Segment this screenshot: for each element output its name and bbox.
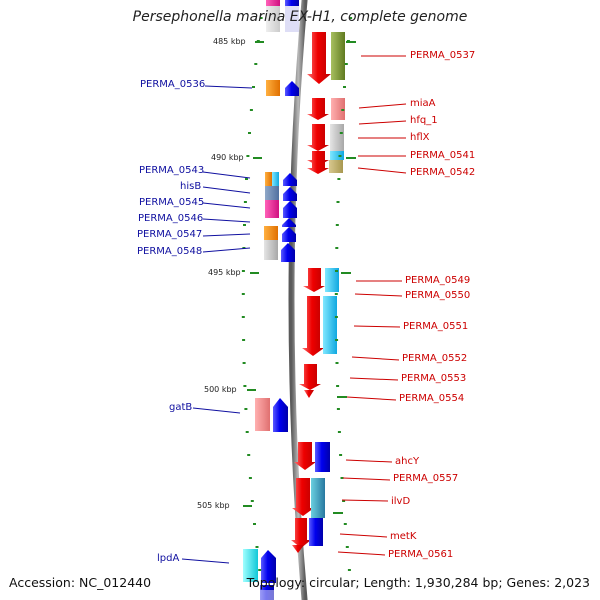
gene-label-hfq_1[interactable]: hfq_1	[410, 115, 438, 126]
gene-label-PERMA_0552[interactable]: PERMA_0552	[402, 353, 468, 364]
gene-arrow-PERMA_0545	[283, 201, 297, 218]
gene-arrow-ilvD	[292, 478, 314, 516]
gene-arrow-PERMA_0554	[304, 390, 314, 398]
gene-arrow-PERMA_0543	[283, 173, 297, 186]
gene-label-PERMA_0550[interactable]: PERMA_0550	[405, 290, 471, 301]
scale-label-500: 500 kbp	[204, 385, 237, 394]
gene-arrow-PERMA_0551	[302, 296, 324, 356]
gene-label-PERMA_0551[interactable]: PERMA_0551	[403, 321, 469, 332]
gene-arrow-PERMA_0542	[307, 160, 329, 174]
gene-arrow-hflX	[307, 124, 329, 151]
gene-arrow-ahcY	[294, 442, 316, 470]
gene-label-miaA[interactable]: miaA	[410, 98, 436, 109]
scale-label-485: 485 kbp	[213, 37, 246, 46]
gene-box	[260, 590, 274, 600]
gene-box-PERMA_0549	[325, 268, 339, 292]
right-leader-lines	[337, 55, 407, 556]
gene-box-metK	[309, 518, 323, 546]
gene-label-PERMA_0542[interactable]: PERMA_0542	[410, 167, 476, 178]
gene-label-PERMA_0543[interactable]: PERMA_0543	[139, 165, 205, 176]
gene-box-hisB	[265, 186, 279, 200]
gene-label-ahcY[interactable]: ahcY	[395, 456, 420, 467]
accession-text: Accession: NC_012440	[9, 575, 152, 590]
scale-label-505: 505 kbp	[197, 501, 230, 510]
gene-box-ilvD	[311, 478, 325, 518]
gene-label-PERMA_0561[interactable]: PERMA_0561	[388, 549, 454, 560]
gene-label-PERMA_0546[interactable]: PERMA_0546	[138, 213, 204, 224]
topology-text: Topology: circular; Length: 1,930,284 bp…	[246, 575, 590, 590]
gene-label-PERMA_0536[interactable]: PERMA_0536	[140, 79, 206, 90]
gene-arrow-gatB	[273, 398, 288, 432]
gene-label-PERMA_0549[interactable]: PERMA_0549	[405, 275, 471, 286]
tick-marks	[241, 17, 353, 571]
gene-label-lpdA[interactable]: lpdA	[157, 553, 180, 564]
gene-box-PERMA_0547	[264, 226, 278, 240]
gene-box-PERMA_0542	[329, 160, 343, 173]
gene-box-PERMA_0543	[265, 172, 272, 186]
gene-box	[266, 0, 280, 6]
gene-label-PERMA_0541[interactable]: PERMA_0541	[410, 150, 476, 161]
gene-arrow-PERMA_0537	[307, 32, 331, 84]
gene-arrow-PERMA_0549	[303, 268, 325, 292]
gene-label-PERMA_0545[interactable]: PERMA_0545	[139, 197, 205, 208]
left-leader-lines	[181, 85, 253, 564]
gene-arrow-metK	[291, 518, 311, 548]
gene-label-PERMA_0553[interactable]: PERMA_0553	[401, 373, 467, 384]
gene-box-PERMA_0537	[331, 32, 345, 80]
gene-box-PERMA_0543	[272, 172, 279, 186]
gene-box-ahcY	[315, 442, 330, 472]
gene-arrow-PERMA_0553	[299, 364, 321, 390]
gene-arrow-lpdA	[261, 550, 276, 583]
gene-box-miaA	[331, 98, 345, 120]
gene-box-hflX	[330, 124, 344, 151]
gene-label-PERMA_0537[interactable]: PERMA_0537	[410, 50, 476, 61]
gene-arrow-PERMA_0547	[282, 227, 296, 242]
gene-arrow-PERMA_0561	[292, 545, 304, 553]
gene-label-PERMA_0554[interactable]: PERMA_0554	[399, 393, 465, 404]
gene-label-hflX[interactable]: hflX	[410, 132, 430, 143]
scale-label-490: 490 kbp	[211, 153, 244, 162]
gene-arrow-PERMA_0536	[285, 81, 299, 96]
gene-arrow-miaA	[307, 98, 329, 120]
gene-arrow-hisB	[283, 187, 297, 201]
gene-box	[266, 6, 280, 32]
gene-label-gatB[interactable]: gatB	[169, 402, 193, 413]
gene-arrow-PERMA_0548	[281, 243, 295, 262]
gene-box-PERMA_0541	[330, 151, 344, 160]
gene-box-PERMA_0551	[323, 296, 337, 354]
genome-title: Persephonella marina EX-H1, complete gen…	[132, 9, 468, 25]
gene-label-metK[interactable]: metK	[390, 531, 417, 542]
scale-label-495: 495 kbp	[208, 268, 241, 277]
gene-box	[285, 6, 299, 32]
gene-label-PERMA_0557[interactable]: PERMA_0557	[393, 473, 459, 484]
gene-label-PERMA_0547[interactable]: PERMA_0547	[137, 229, 203, 240]
gene-label-PERMA_0548[interactable]: PERMA_0548	[137, 246, 203, 257]
gene-box-PERMA_0536	[266, 80, 280, 96]
gene-arrow-PERMA_0546	[282, 218, 296, 227]
gene-box-PERMA_0545	[265, 200, 279, 218]
gene-box-gatB	[255, 398, 270, 431]
gene-label-hisB[interactable]: hisB	[180, 181, 202, 192]
gene-box	[285, 0, 299, 6]
gene-box-lpdA	[243, 549, 258, 582]
gene-label-ilvD[interactable]: ilvD	[391, 496, 411, 507]
gene-box-PERMA_0548	[264, 240, 278, 260]
